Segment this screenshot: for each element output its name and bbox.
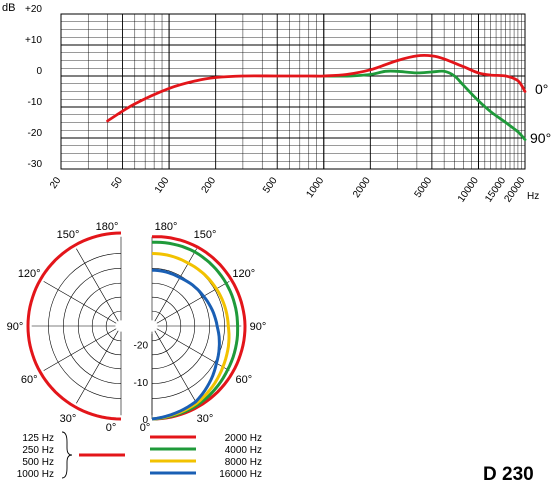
polar-angle-label-left: 30° [60, 413, 77, 425]
polar-labels: 180° 150° 120° 90° 60° 30° 0° 180° 150° 120° 90° 60… [7, 221, 267, 434]
polar-radial-label: -20 [134, 341, 149, 352]
polar-spoke-left [76, 248, 119, 322]
legend-brace [61, 431, 73, 479]
polar-radial-label: 0 [142, 415, 148, 426]
legend-low-freq-2: 250 Hz [22, 445, 54, 456]
y-tick-labels: +20 +10 0 -10 -20 -30 [25, 4, 42, 170]
polar-angle-label-right: 0° [140, 422, 151, 434]
polar-angle-label-left: 180° [96, 221, 119, 233]
legend-label: 2000 Hz [225, 433, 262, 444]
x-axis-unit-label: Hz [527, 191, 539, 202]
polar-spoke-right [154, 330, 197, 404]
polar-angle-label-right: 120° [232, 268, 255, 280]
polar-angle-label-right: 90° [250, 321, 267, 333]
y-tick-label: -20 [28, 128, 43, 139]
series-label-90deg: 90° [530, 130, 551, 146]
legend-label: 8000 Hz [225, 457, 262, 468]
series-line-0deg [106, 53, 527, 123]
polar-curve-2000hz [151, 235, 247, 421]
polar-angle-label-left: 90° [7, 321, 24, 333]
legend-label: 4000 Hz [225, 445, 262, 456]
polar-curve-4000hz [151, 240, 240, 421]
polar-angle-label-left: 150° [57, 229, 80, 241]
x-tick-label: 50 [110, 175, 126, 191]
model-name: D 230 [483, 464, 534, 485]
polar-angle-label-right: 180° [155, 221, 178, 233]
polar-curve-low-freqs [26, 231, 122, 421]
y-tick-label: -30 [28, 159, 43, 170]
frequency-response-chart: dB +20 +10 0 -10 -20 -30 20 50 100 200 500 1000 200… [2, 2, 551, 205]
x-tick-label: 200 [200, 175, 219, 195]
legend: 125 Hz 250 Hz 500 Hz 1000 Hz 2000 Hz4000… [17, 431, 262, 480]
polar-spoke-right [154, 248, 197, 322]
polar-angle-label-left: 60° [21, 374, 38, 386]
x-tick-label: 20 [48, 175, 64, 191]
y-tick-label: +10 [25, 35, 42, 46]
polar-pattern-chart: 180° 150° 120° 90° 60° 30° 0° 180° 150° 120° 90° 60… [7, 221, 267, 434]
legend-label: 16000 Hz [219, 469, 262, 480]
x-tick-label: 1000 [304, 175, 326, 200]
polar-spoke-left [76, 330, 119, 404]
y-axis-unit-label: dB [2, 2, 15, 14]
polar-angle-label-right: 150° [194, 229, 217, 241]
polar-angle-label-right: 30° [197, 413, 214, 425]
x-tick-label: 10000 [456, 175, 481, 204]
polar-spoke-left [43, 328, 117, 371]
x-tick-label: 100 [153, 175, 172, 195]
y-tick-label: +20 [25, 4, 42, 15]
y-tick-label: 0 [36, 66, 42, 77]
polar-angle-label-right: 60° [235, 374, 252, 386]
x-tick-label: 5000 [413, 175, 435, 200]
x-tick-label: 2000 [351, 175, 373, 200]
legend-low-freq-4: 1000 Hz [17, 469, 54, 480]
series-line-90deg [322, 69, 527, 141]
polar-angle-label-left: 0° [106, 422, 117, 434]
polar-spoke-right [156, 281, 230, 324]
x-tick-label: 20000 [502, 175, 527, 204]
polar-curves [26, 231, 247, 421]
frequency-grid [60, 14, 526, 169]
polar-curve-16000hz [151, 268, 221, 421]
polar-curve-8000hz [151, 252, 231, 421]
polar-spoke-left [43, 281, 117, 324]
polar-angle-label-left: 120° [18, 268, 41, 280]
legend-low-freq-1: 125 Hz [22, 433, 54, 444]
x-tick-label: 500 [261, 175, 280, 195]
series-label-0deg: 0° [535, 81, 548, 97]
frequency-series-lines [106, 53, 527, 141]
y-tick-label: -10 [28, 97, 43, 108]
polar-radial-label: -10 [134, 378, 149, 389]
legend-low-freq-3: 500 Hz [22, 457, 54, 468]
